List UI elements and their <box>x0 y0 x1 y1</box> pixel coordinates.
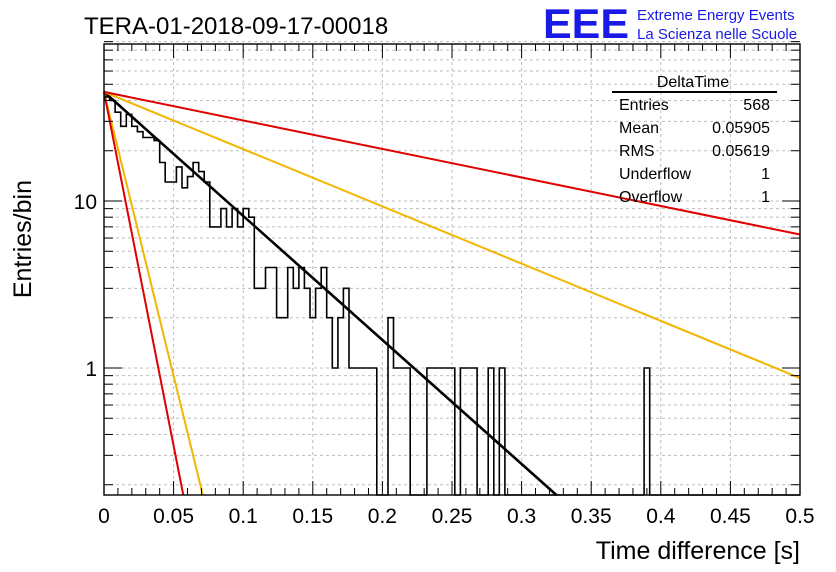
y-tick-label: 10 <box>74 191 97 214</box>
x-tick-label: 0.45 <box>710 505 751 528</box>
x-tick-label: 0.5 <box>785 505 814 528</box>
fit-line-0 <box>103 90 558 496</box>
y-axis-label: Entries/bin <box>9 180 37 298</box>
stats-label-entries: Entries <box>619 97 669 114</box>
y-tick-label: 1 <box>85 358 97 381</box>
x-tick-label: 0.25 <box>432 505 473 528</box>
x-tick-label: 0 <box>98 505 110 528</box>
fit-line-4 <box>103 91 185 496</box>
x-tick-label: 0.2 <box>368 505 397 528</box>
x-tick-label: 0.1 <box>229 505 258 528</box>
x-tick-label: 0.05 <box>153 505 194 528</box>
tick-labels: 0 0.05 0.1 0.15 0.2 0.25 0.3 0.35 0.4 0.45 0.5 1 10 <box>74 191 815 528</box>
chart-title: TERA-01-2018-09-17-00018 <box>84 13 388 40</box>
x-tick-label: 0.4 <box>646 505 676 528</box>
stats-label-rms: RMS <box>619 143 655 160</box>
stats-label-mean: Mean <box>619 120 659 137</box>
stats-box-name: DeltaTime <box>657 74 729 91</box>
stats-box: DeltaTime Entries 568 Mean 0.05905 RMS 0… <box>612 74 777 206</box>
fit-line-2 <box>103 91 204 496</box>
axes <box>103 41 801 496</box>
stats-value-underflow: 1 <box>761 166 770 183</box>
stats-label-overflow: Overflow <box>619 189 683 206</box>
x-tick-label: 0.35 <box>571 505 612 528</box>
x-axis-label: Time difference [s] <box>596 537 800 565</box>
stats-value-overflow: 1 <box>761 189 770 206</box>
eee-logo: EEE Extreme Energy Events La Scienza nel… <box>543 0 797 47</box>
logo-line2: La Scienza nelle Scuole <box>637 26 797 43</box>
stats-value-rms: 0.05619 <box>712 143 770 160</box>
fit-line-3 <box>103 90 801 236</box>
stats-value-entries: 568 <box>743 97 770 114</box>
logo-mark: EEE <box>543 0 629 47</box>
fit-lines <box>103 90 801 496</box>
fit-line-1 <box>103 90 801 380</box>
logo-line1: Extreme Energy Events <box>637 7 795 24</box>
x-tick-label: 0.3 <box>507 505 536 528</box>
stats-value-mean: 0.05905 <box>712 120 770 137</box>
grid <box>103 41 801 495</box>
x-tick-label: 0.15 <box>292 505 333 528</box>
stats-label-underflow: Underflow <box>619 166 691 183</box>
